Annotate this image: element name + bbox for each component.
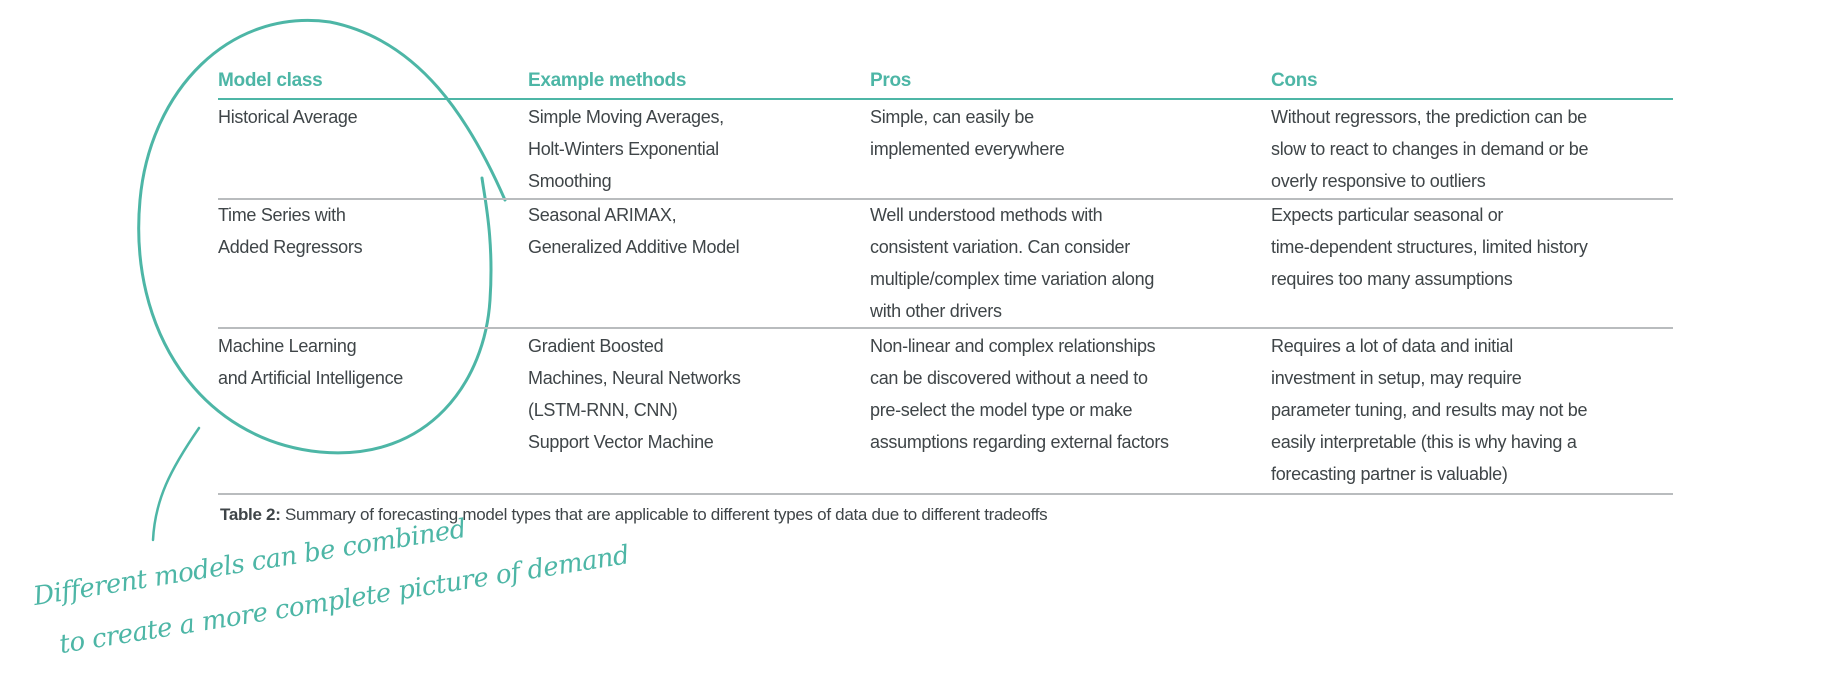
caption-label: Table 2: <box>220 505 281 524</box>
table-header-model-class: Model class <box>218 70 323 91</box>
cell-model-class: Historical Average <box>218 107 358 127</box>
cell-pros: Simple, can easily be implemented everywh… <box>870 107 1065 159</box>
cell-methods: Gradient Boosted Machines, Neural Network… <box>528 336 741 452</box>
callout-tail <box>151 426 201 542</box>
cell-model-class: Time Series with Added Regressors <box>218 205 363 257</box>
row-divider <box>218 327 1673 329</box>
row-divider <box>218 198 1673 200</box>
cell-cons: Expects particular seasonal or time-depen… <box>1271 205 1588 289</box>
caption-text: Summary of forecasting model types that … <box>280 505 1048 524</box>
cell-cons: Without regressors, the prediction can b… <box>1271 107 1589 191</box>
cell-methods: Simple Moving Averages, Holt-Winters Expo… <box>528 107 724 191</box>
cell-cons: Requires a lot of data and initial invest… <box>1271 336 1588 484</box>
table-header-pros: Pros <box>870 70 912 91</box>
cell-pros: Non-linear and complex relationships can … <box>870 336 1169 452</box>
circle-stroke <box>137 19 507 455</box>
table-header-cons: Cons <box>1271 70 1318 91</box>
cell-methods: Seasonal ARIMAX, Generalized Additive Mod… <box>528 205 740 257</box>
cell-pros: Well understood methods with consistent v… <box>870 205 1155 321</box>
table-header-example-methods: Example methods <box>528 70 687 91</box>
cell-model-class: Machine Learning and Artificial Intellige… <box>218 336 404 388</box>
table-bottom-rule <box>218 493 1673 495</box>
table-caption: Table 2: Summary of forecasting model ty… <box>220 505 1048 525</box>
header-rule <box>218 98 1673 100</box>
